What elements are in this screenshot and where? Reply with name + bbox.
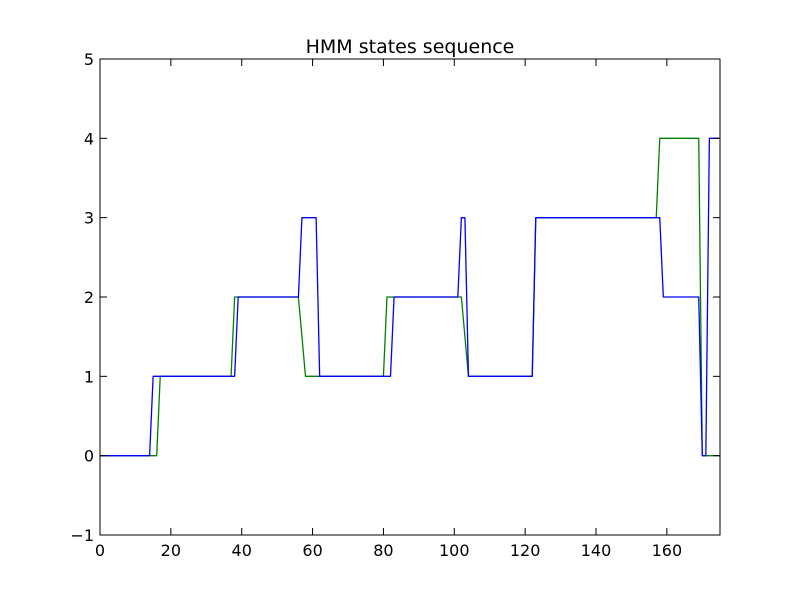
x-tick-label: 80 <box>373 541 393 560</box>
x-axis: 0 20 40 60 80 100 120 140 160 <box>95 59 682 560</box>
series-layer <box>100 137 720 457</box>
y-tick-label: −1 <box>70 526 94 545</box>
x-tick-label: 140 <box>581 541 612 560</box>
y-tick-label: 2 <box>84 288 94 307</box>
y-tick-label: 1 <box>84 367 94 386</box>
chart-title: HMM states sequence <box>306 36 515 58</box>
y-tick-label: 4 <box>84 129 94 148</box>
x-tick-label: 120 <box>510 541 541 560</box>
x-tick-label: 100 <box>439 541 470 560</box>
x-tick-label: 160 <box>652 541 683 560</box>
series-line-2 <box>100 137 720 457</box>
y-tick-label: 3 <box>84 209 94 228</box>
x-tick-label: 20 <box>161 541 181 560</box>
y-axis: −1 0 1 2 3 4 5 <box>70 50 720 545</box>
x-tick-label: 0 <box>95 541 105 560</box>
y-tick-label: 0 <box>84 447 94 466</box>
x-tick-label: 40 <box>232 541 252 560</box>
y-tick-label: 5 <box>84 50 94 69</box>
x-tick-label: 60 <box>302 541 322 560</box>
